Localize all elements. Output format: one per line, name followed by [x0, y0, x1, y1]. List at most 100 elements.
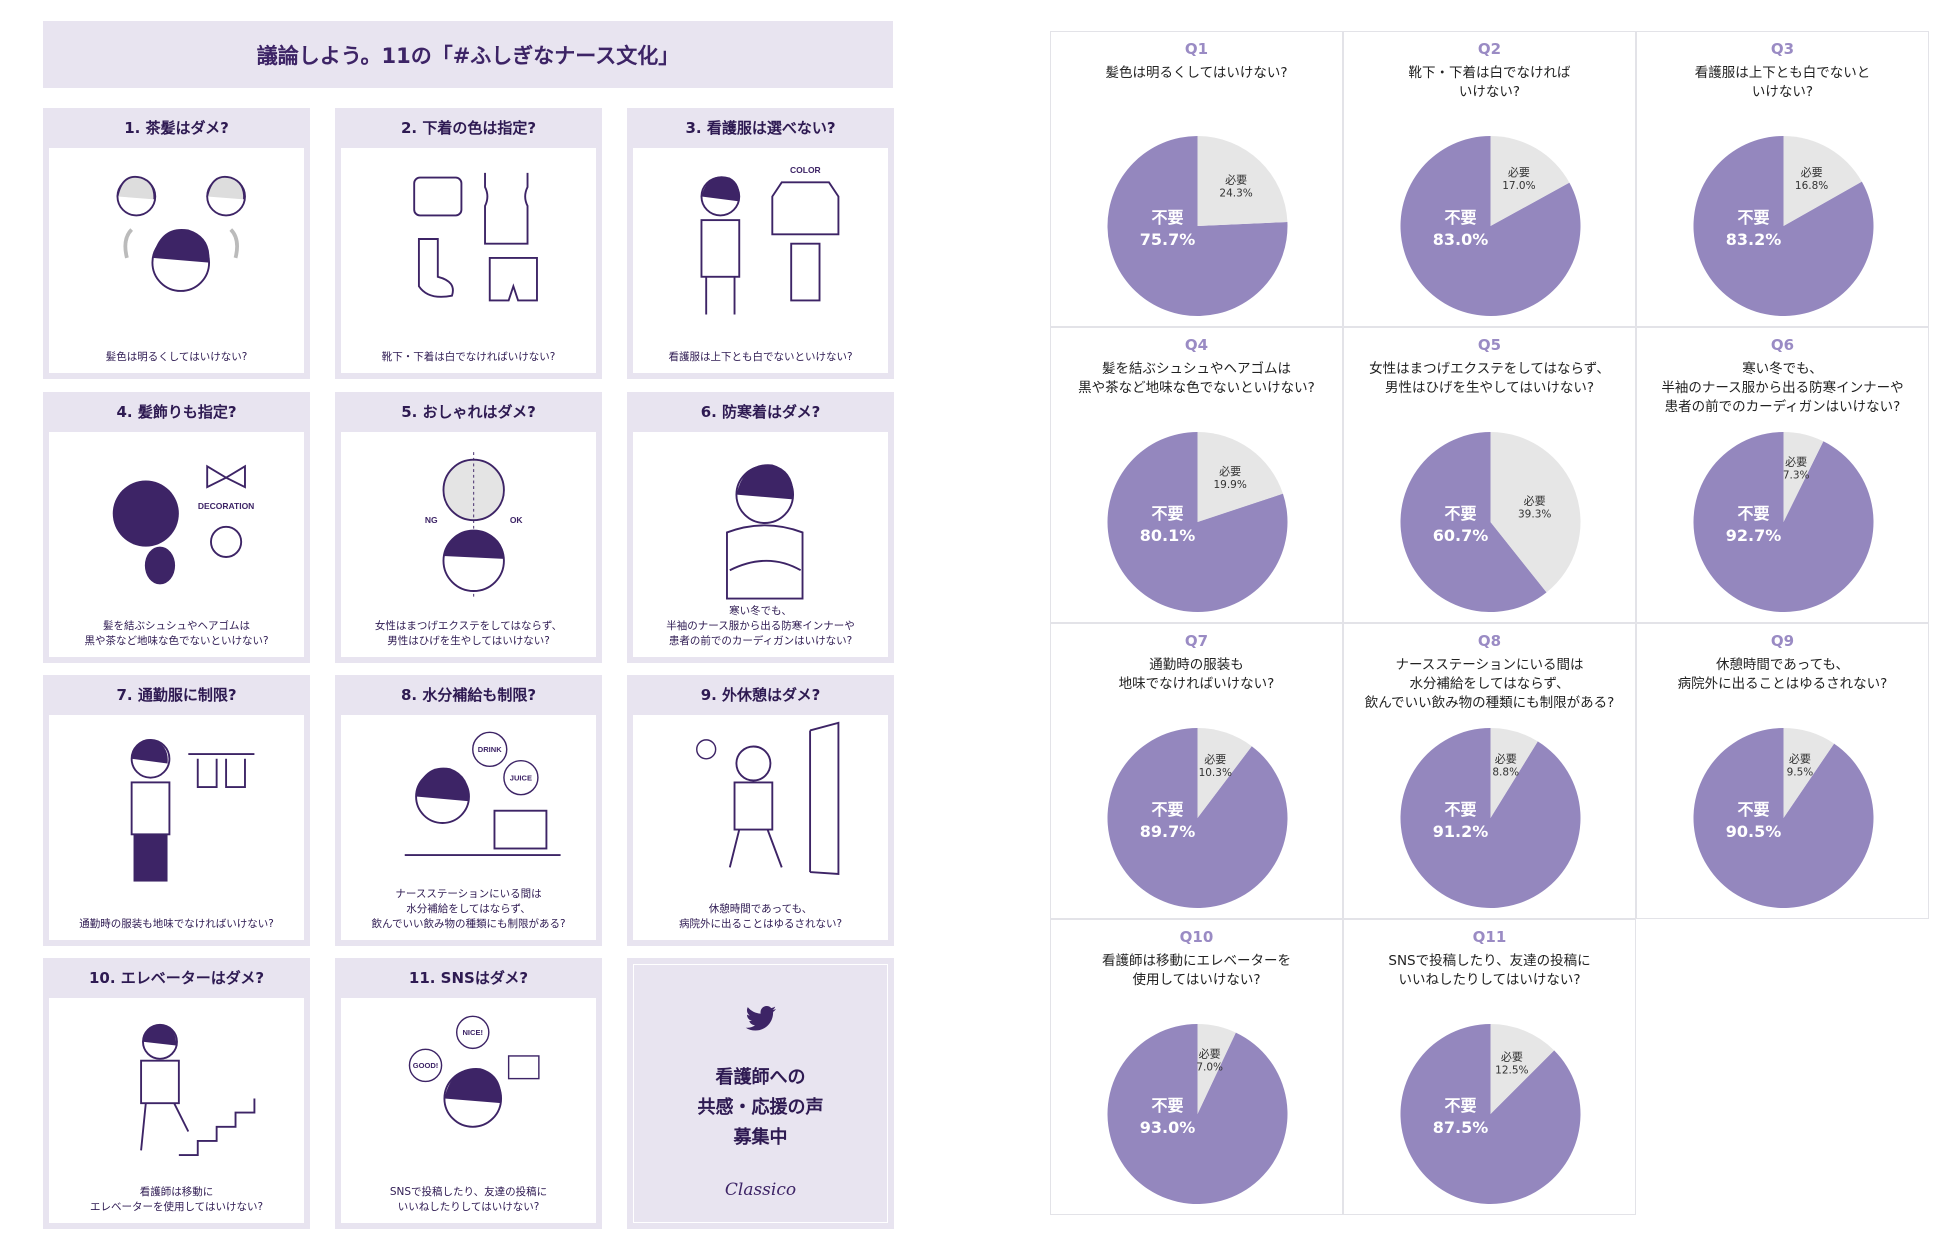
card-body: 寒い冬でも、 半袖のナース服から出る防寒インナーや 患者の前でのカーディガンはい… [633, 432, 888, 657]
pie-slice-unnecessary [1107, 136, 1288, 317]
card-caption: 通勤時の服装も地味でなければいけない? [79, 918, 274, 930]
chart-question: 通勤時の服装も 地味でなければいけない? [1118, 657, 1275, 692]
card-illustration [413, 172, 538, 302]
chart-title: Q11 [1472, 928, 1507, 946]
label-unnecessary: 不要 [1151, 800, 1183, 819]
value-necessary: 16.8% [1795, 180, 1828, 192]
card-body: 通勤時の服装も地味でなければいけない? [49, 715, 304, 940]
card-caption: 靴下・下着は白でなければいけない? [381, 351, 556, 363]
survey-chart-q11: Q11 SNSで投稿したり、友達の投稿に いいねしたりしてはいけない? 必要 12.5… [1343, 919, 1636, 1215]
chart-title: Q1 [1184, 40, 1209, 58]
svg-text:GOOD!: GOOD! [413, 1061, 439, 1070]
topic-card-2: 2. 下着の色は指定? 靴下・下着は白でなければいけない? [335, 108, 602, 379]
label-necessary: 必要 [1524, 495, 1546, 508]
value-necessary: 24.3% [1219, 188, 1252, 200]
label-unnecessary: 不要 [1151, 208, 1183, 227]
value-necessary: 10.3% [1199, 767, 1232, 779]
survey-chart-q7: Q7 通勤時の服装も 地味でなければいけない? 必要 10.3% 不要 89.7% [1050, 623, 1343, 919]
pie-slice-necessary [1783, 136, 1862, 226]
chart-title: Q2 [1477, 40, 1502, 58]
value-unnecessary: 92.7% [1726, 526, 1782, 545]
infographic-panel: 議論しよう。11の「#ふしぎなナース文化」 1. 茶髪はダメ? 髪色は明るくして… [43, 21, 894, 1229]
value-unnecessary: 93.0% [1140, 1118, 1196, 1137]
chart-question: 靴下・下着は白でなければ いけない? [1408, 65, 1571, 100]
promo-text: 看護師への 共感・応援の声 募集中 [697, 1067, 824, 1148]
label-necessary: 必要 [1801, 166, 1823, 179]
card-illustration [116, 175, 246, 292]
value-necessary: 39.3% [1518, 509, 1551, 521]
promo-inner: 看護師への 共感・応援の声 募集中 Classico [633, 964, 888, 1223]
value-unnecessary: 75.7% [1140, 230, 1196, 249]
pie-slice-necessary [1490, 432, 1581, 593]
survey-chart-q8: Q8 ナースステーションにいる間は 水分補給をしてはならず、 飲んでいい飲み物の種… [1343, 623, 1636, 919]
value-unnecessary: 91.2% [1433, 822, 1489, 841]
svg-text:DRINK: DRINK [478, 745, 502, 754]
topic-card-4: 4. 髪飾りも指定? DECORATION 髪を結ぶシュシュやヘアゴムは 黒や茶… [43, 392, 310, 663]
label-necessary: 必要 [1204, 753, 1226, 766]
card-caption: 女性はまつげエクステをしてはならず、 男性はひげを生やしてはいけない? [374, 620, 563, 647]
pie-slice-necessary [1490, 136, 1570, 226]
card-title: 5. おしゃれはダメ? [401, 402, 536, 421]
label-unnecessary: 不要 [1444, 504, 1476, 523]
survey-chart-q4: Q4 髪を結ぶシュシュやヘアゴムは 黒や茶など地味な色でないといけない? 必要 19.… [1050, 327, 1343, 623]
card-title: 1. 茶髪はダメ? [124, 118, 229, 137]
card-illustration: DRINK JUICE [404, 731, 561, 857]
svg-text:NICE!: NICE! [462, 1028, 483, 1037]
topic-card-5: 5. おしゃれはダメ? NG OK 女性はまつげエクステをしてはならず、 男性はひ… [335, 392, 602, 663]
svg-text:OK: OK [510, 515, 524, 525]
chart-title: Q4 [1184, 336, 1209, 354]
card-title: 2. 下着の色は指定? [400, 118, 537, 137]
card-body: DRINK JUICE ナースステーションにいる間は 水分補給をしてはならず、 … [341, 715, 596, 940]
pie-slice-necessary [1197, 432, 1283, 522]
card-caption: ナースステーションにいる間は 水分補給をしてはならず、 飲んでいい飲み物の種類に… [371, 888, 566, 930]
value-unnecessary: 83.0% [1433, 230, 1489, 249]
card-caption: 寒い冬でも、 半袖のナース服から出る防寒インナーや 患者の前でのカーディガンはい… [666, 605, 855, 647]
label-unnecessary: 不要 [1737, 208, 1769, 227]
brand-logo: Classico [724, 1180, 797, 1200]
label-unnecessary: 不要 [1737, 800, 1769, 819]
label-unnecessary: 不要 [1151, 1096, 1183, 1115]
label-necessary: 必要 [1508, 166, 1530, 179]
topic-card-7: 7. 通勤服に制限? 通勤時の服装も地味でなければいけない? [43, 675, 310, 946]
topic-card-9: 9. 外休憩はダメ? 休憩時間であっても、 病院外に出ることはゆるされない? [627, 675, 894, 946]
label-necessary: 必要 [1495, 752, 1517, 765]
card-illustration: NG OK [425, 452, 524, 599]
svg-text:COLOR: COLOR [790, 165, 821, 175]
chart-question: 髪を結ぶシュシュやヘアゴムは 黒や茶など地味な色でないといけない? [1078, 361, 1315, 396]
chart-question: 休憩時間であっても、 病院外に出ることはゆるされない? [1677, 657, 1888, 692]
value-unnecessary: 89.7% [1140, 822, 1196, 841]
topic-card-6: 6. 防寒着はダメ? 寒い冬でも、 半袖のナース服から出る防寒インナーや 患者の… [627, 392, 894, 663]
card-title: 4. 髪飾りも指定? [116, 402, 237, 421]
topic-card-3: 3. 看護服は選べない? COLOR 看護服は上下とも白でないといけない? [627, 108, 894, 379]
label-unnecessary: 不要 [1737, 504, 1769, 523]
pie-chart: 必要8.8% 不要 91.2% [1400, 728, 1581, 908]
chart-title: Q9 [1770, 632, 1795, 650]
label-unnecessary: 不要 [1151, 504, 1183, 523]
svg-text:DECORATION: DECORATION [198, 501, 255, 511]
pie-slice-necessary [1197, 1024, 1236, 1114]
pie-slice-necessary [1490, 728, 1538, 818]
pie-chart: 必要7.3% 不要 92.7% [1693, 432, 1874, 612]
survey-chart-q1: Q1 髪色は明るくしてはいけない? 必要 24.3% 不要 75.7% [1050, 31, 1343, 327]
value-unnecessary: 90.5% [1726, 822, 1782, 841]
card-title: 11. SNSはダメ? [408, 968, 529, 987]
survey-chart-q10: Q10 看護師は移動にエレベーターを 使用してはいけない? 必要 7.0% 不要 93.0… [1050, 919, 1343, 1215]
card-title: 6. 防寒着はダメ? [700, 402, 821, 421]
card-caption: SNSで投稿したり、友達の投稿に いいねしたりしてはいけない? [389, 1186, 548, 1213]
topic-card-1: 1. 茶髪はダメ? 髪色は明るくしてはいけない? [43, 108, 310, 379]
value-necessary: 7.0% [1196, 1062, 1223, 1074]
chart-question: ナースステーションにいる間は 水分補給をしてはならず、 飲んでいい飲み物の種類に… [1364, 657, 1615, 711]
label-necessary: 必要 [1785, 456, 1807, 469]
card-illustration [130, 738, 255, 882]
chart-question: 看護服は上下とも白でないと いけない? [1694, 65, 1871, 100]
card-body: NG OK 女性はまつげエクステをしてはならず、 男性はひげを生やしてはいけない? [341, 432, 596, 657]
card-caption: 看護師は移動に エレベーターを使用してはいけない? [89, 1186, 264, 1213]
value-necessary: 7.3% [1783, 470, 1810, 482]
survey-chart-q9: Q9 休憩時間であっても、 病院外に出ることはゆるされない? 必要 9.5% 不要 90.… [1636, 623, 1929, 919]
card-illustration [696, 721, 840, 876]
pie-slice-necessary [1197, 728, 1252, 818]
card-body: COLOR 看護服は上下とも白でないといけない? [633, 148, 888, 373]
chart-title: Q5 [1477, 336, 1502, 354]
